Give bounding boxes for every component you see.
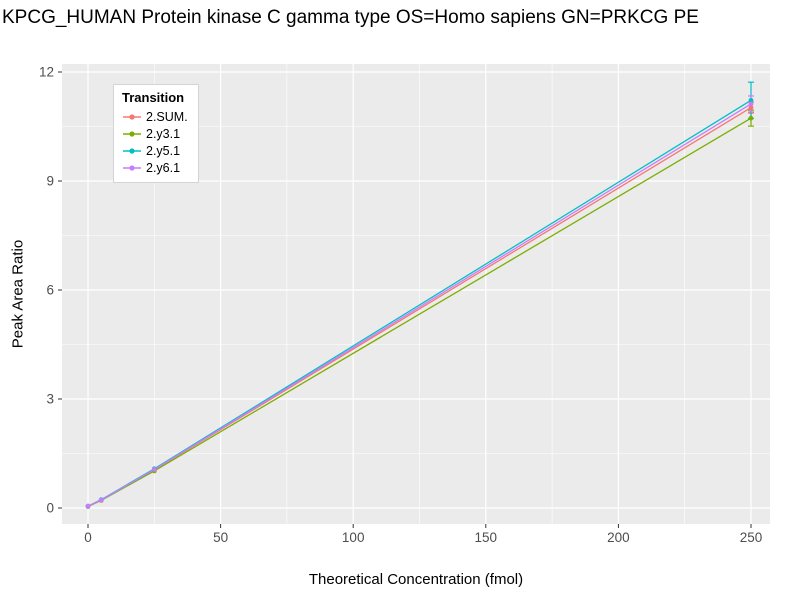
x-tick-label: 50 [213,530,228,545]
chart-title: KPCG_HUMAN Protein kinase C gamma type O… [2,7,699,28]
y-tick-label: 6 [46,283,54,298]
series-line [87,103,752,507]
legend-item-label: 2.y5.1 [146,143,181,158]
x-tick-label: 250 [740,530,763,545]
data-point [748,97,754,103]
y-tick-label: 0 [46,501,54,516]
data-point [85,503,91,509]
legend-title: Transition [122,90,185,105]
legend-key-icon [123,113,141,120]
data-point [748,105,754,111]
x-tick-label: 100 [342,530,365,545]
legend-key-icon [123,147,141,154]
x-tick-label: 200 [607,530,630,545]
data-point [98,497,104,503]
legend-item-label: 2.y6.1 [146,160,181,175]
data-point [748,101,754,107]
legend-item: 2.SUM. [122,108,188,125]
y-tick-label: 9 [46,174,54,189]
data-point [151,467,157,472]
legend-key-icon [123,164,141,171]
legend-key-icon [123,130,141,137]
y-axis-title: Peak Area Ratio [9,239,27,349]
y-tick-label: 12 [39,65,54,80]
legend-item: 2.y6.1 [122,159,188,176]
x-axis-title: Theoretical Concentration (fmol) [308,571,524,588]
y-tick-label: 3 [46,392,54,407]
legend-item-label: 2.SUM. [146,109,188,124]
data-point [748,115,754,121]
legend-item: 2.y5.1 [122,142,188,159]
legend-items: 2.SUM. 2.y3.1 2.y5.1 2.y6.1 [122,108,188,176]
legend: Transition 2.SUM. 2.y3.1 2.y5.1 2.y6.1 [113,84,199,183]
legend-item-label: 2.y3.1 [146,126,181,141]
x-tick-label: 0 [84,530,92,545]
x-tick-label: 150 [475,530,498,545]
legend-item: 2.y3.1 [122,125,188,142]
